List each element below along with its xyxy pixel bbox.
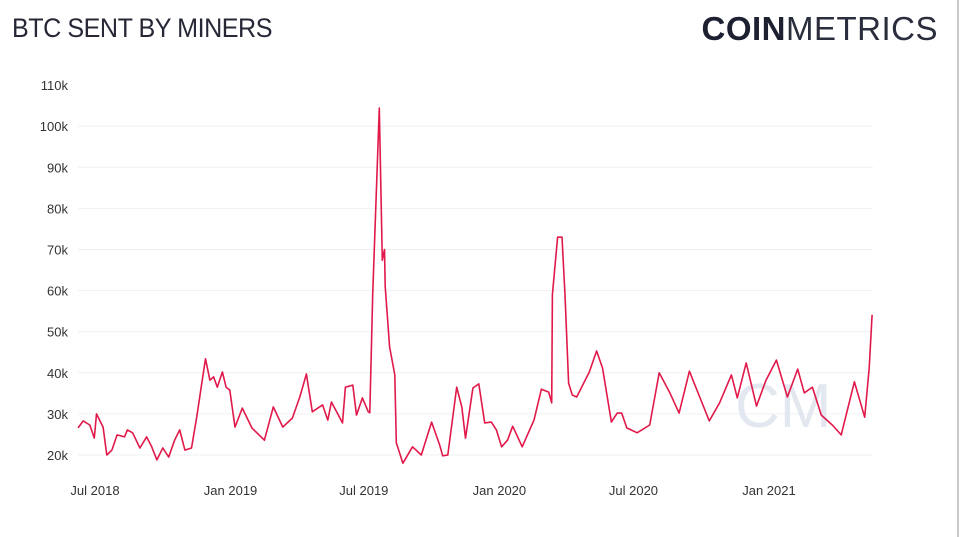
series-line (77, 107, 873, 464)
logo-light-text: METRICS (786, 10, 938, 47)
x-axis-ticks: Jul 2018 Jan 2019 Jul 2019 Jan 2020 Jul 2020… (70, 483, 795, 498)
y-tick-label: 30k (47, 407, 68, 422)
logo-bold-text: COIN (701, 10, 786, 47)
y-axis-ticks: 20k 30k 40k 50k 60k 70k 80k 90k 100k 110k (40, 78, 69, 463)
x-tick-label: Jul 2020 (609, 483, 658, 498)
y-tick-label: 20k (47, 448, 68, 463)
y-tick-label: 60k (47, 284, 68, 299)
y-tick-label: 70k (47, 243, 68, 258)
x-tick-label: Jul 2019 (339, 483, 388, 498)
y-tick-label: 80k (47, 201, 68, 216)
y-tick-label: 40k (47, 366, 68, 381)
chart-title: BTC SENT BY MINERS (12, 13, 272, 43)
y-tick-label: 100k (40, 119, 69, 134)
x-tick-label: Jan 2020 (473, 483, 527, 498)
y-tick-label: 90k (47, 160, 68, 175)
right-border (957, 0, 959, 537)
x-tick-label: Jan 2021 (742, 483, 796, 498)
x-tick-label: Jul 2018 (70, 483, 119, 498)
x-tick-label: Jan 2019 (204, 483, 258, 498)
coinmetrics-logo: COINMETRICS (702, 10, 939, 48)
y-tick-label: 50k (47, 325, 68, 340)
gridlines (78, 125, 873, 456)
y-tick-label: 110k (41, 78, 69, 93)
